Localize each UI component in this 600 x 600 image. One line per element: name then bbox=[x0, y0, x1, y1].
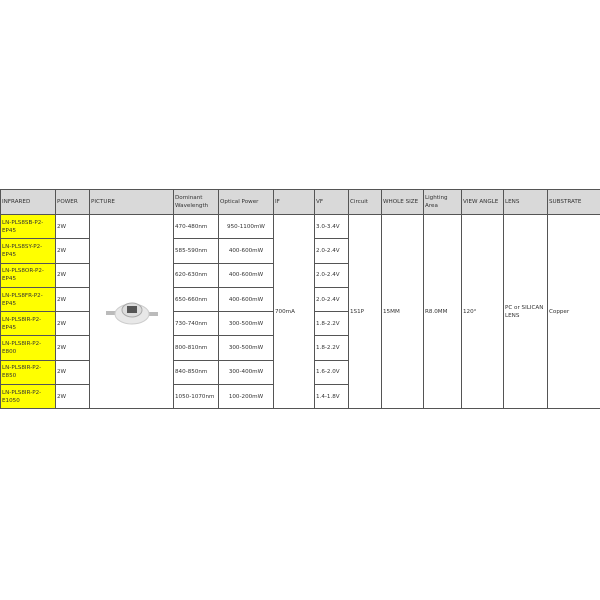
optical-power-cell: 300-400mW bbox=[218, 359, 274, 386]
vf-cell: 1.8-2.2V bbox=[314, 335, 349, 361]
table-row: LN-PLS8IR-P2-E800 2W 800-810nm 300-500mW 1.8… bbox=[0, 335, 600, 361]
header-optical-power: Optical Power bbox=[218, 189, 274, 215]
wavelength-cell: 730-740nm bbox=[173, 311, 219, 337]
table-row: LN-PLS8FR-P2-EP45 2W 650-660nm 400-600mW 2.0… bbox=[0, 286, 600, 313]
header-lighting-area: Lighting Area bbox=[423, 189, 462, 215]
optical-power-cell: 400-600mW bbox=[218, 286, 274, 313]
wavelength-cell: 650-660nm bbox=[173, 286, 219, 313]
led-picture bbox=[105, 302, 158, 325]
header-if: IF bbox=[273, 189, 315, 215]
model-cell: LN-PLS8FR-P2-EP45 bbox=[0, 286, 56, 313]
vf-cell: 3.0-3.4V bbox=[314, 213, 349, 240]
model-cell: LN-PLS8IR-P2-E850 bbox=[0, 359, 56, 386]
optical-power-cell: 300-500mW bbox=[218, 335, 274, 361]
substrate-cell: Copper bbox=[547, 213, 600, 410]
lighting-area-cell: R8.0MM bbox=[423, 213, 462, 410]
model-cell: LN-PLS8OR-P2-EP45 bbox=[0, 262, 56, 288]
optical-power-cell: 950-1100mW bbox=[218, 213, 274, 240]
vf-cell: 1.6-2.0V bbox=[314, 359, 349, 386]
vf-cell: 2.0-2.4V bbox=[314, 238, 349, 264]
table-row: LN-PLS8IR-P2-E1050 2W 1050-1070nm 100-200mW… bbox=[0, 384, 600, 410]
header-power: POWER bbox=[55, 189, 90, 215]
model-cell: LN-PLS8IR-P2-E800 bbox=[0, 335, 56, 361]
optical-power-cell: 400-600mW bbox=[218, 238, 274, 264]
optical-power-cell: 300-500mW bbox=[218, 311, 274, 337]
wavelength-cell: 585-590nm bbox=[173, 238, 219, 264]
header-whole-size: WHOLE SIZE bbox=[381, 189, 424, 215]
header-view-angle: VIEW ANGLE bbox=[461, 189, 504, 215]
power-cell: 2W bbox=[55, 213, 90, 240]
model-cell: LN-PLS8IR-P2-E1050 bbox=[0, 384, 56, 410]
wavelength-cell: 620-630nm bbox=[173, 262, 219, 288]
wavelength-cell: 1050-1070nm bbox=[173, 384, 219, 410]
header-substrate: SUBSTRATE bbox=[547, 189, 600, 215]
power-cell: 2W bbox=[55, 262, 90, 288]
model-cell: LN-PLS8IR-P2-EP45 bbox=[0, 311, 56, 337]
vf-cell: 1.4-1.8V bbox=[314, 384, 349, 410]
table-row: LN-PLS8SY-P2-EP45 2W 585-590nm 400-600mW 2.0… bbox=[0, 238, 600, 264]
power-cell: 2W bbox=[55, 384, 90, 410]
table-row: LN-PLS8OR-P2-EP45 2W 620-630nm 400-600mW 2.0… bbox=[0, 262, 600, 288]
power-cell: 2W bbox=[55, 335, 90, 361]
optical-power-cell: 100-200mW bbox=[218, 384, 274, 410]
vf-cell: 2.0-2.4V bbox=[314, 286, 349, 313]
lens-cell: PC or SILICAN LENS bbox=[503, 213, 548, 410]
header-lens: LENS bbox=[503, 189, 548, 215]
if-cell: 700mA bbox=[273, 213, 315, 410]
power-cell: 2W bbox=[55, 359, 90, 386]
whole-size-cell: 15MM bbox=[381, 213, 424, 410]
header-picture: PICTURE bbox=[89, 189, 174, 215]
led-spec-table: INFRARED POWER PICTURE Dominant Waveleng… bbox=[0, 189, 600, 410]
table-row: LN-PLS8SB-P2-EP45 2W 470-480nm 950-1100mW 70… bbox=[0, 213, 600, 410]
header-wavelength: Dominant Wavelength bbox=[173, 189, 219, 215]
optical-power-cell: 400-600mW bbox=[218, 262, 274, 288]
vf-cell: 2.0-2.4V bbox=[314, 262, 349, 288]
table-row: LN-PLS8IR-P2-EP45 2W 730-740nm 300-500mW 1.8… bbox=[0, 311, 600, 337]
wavelength-cell: 840-850nm bbox=[173, 359, 219, 386]
view-angle-cell: 120° bbox=[461, 213, 504, 410]
power-cell: 2W bbox=[55, 311, 90, 337]
model-cell: LN-PLS8SB-P2-EP45 bbox=[0, 213, 56, 240]
wavelength-cell: 800-810nm bbox=[173, 335, 219, 361]
wavelength-cell: 470-480nm bbox=[173, 213, 219, 240]
power-cell: 2W bbox=[55, 286, 90, 313]
power-cell: 2W bbox=[55, 238, 90, 264]
header-infrared: INFRARED bbox=[0, 189, 56, 215]
table-row: LN-PLS8IR-P2-E850 2W 840-850nm 300-400mW 1.6… bbox=[0, 359, 600, 386]
header-circuit: Circuit bbox=[348, 189, 382, 215]
circuit-cell: 1S1P bbox=[348, 213, 382, 410]
header-row: INFRARED POWER PICTURE Dominant Waveleng… bbox=[0, 189, 600, 215]
header-vf: VF bbox=[314, 189, 349, 215]
vf-cell: 1.8-2.2V bbox=[314, 311, 349, 337]
model-cell: LN-PLS8SY-P2-EP45 bbox=[0, 238, 56, 264]
picture-cell bbox=[89, 213, 174, 410]
